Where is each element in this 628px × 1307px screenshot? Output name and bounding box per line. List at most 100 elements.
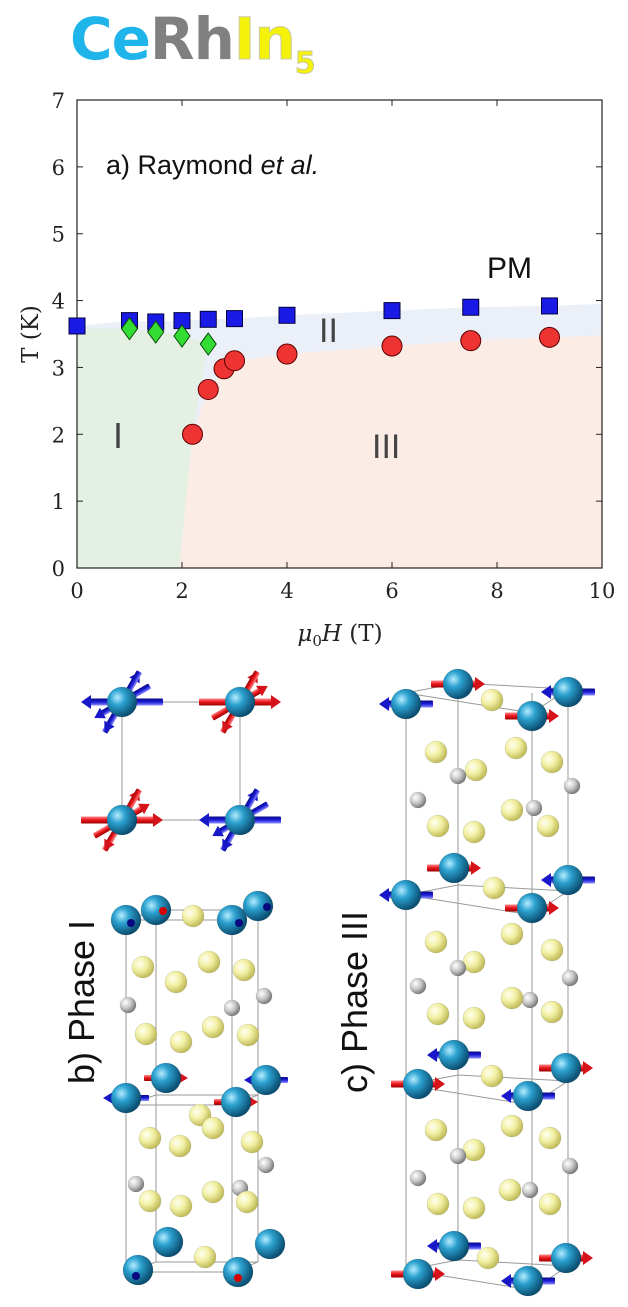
cerium-atom [140,894,172,926]
cerium-atom [110,904,142,936]
rhodium-atom [521,1181,539,1199]
indium-atom [540,1000,564,1024]
title-subscript: 5 [294,46,316,82]
cerium-atom [106,804,138,836]
data-point-diamond [120,316,139,341]
indium-atom [138,1189,162,1213]
indium-atom [131,955,155,979]
spin-tip [263,903,271,911]
indium-atom [540,938,564,962]
phase3-crystal-structure [379,668,595,1297]
data-point-circle [276,343,298,365]
indium-atom [236,1023,260,1047]
data-point-circle [224,350,245,372]
indium-atom [193,1245,217,1269]
indium-atom [201,1116,225,1140]
indium-atom [500,922,524,946]
cerium-atom [150,1062,182,1094]
phase1-crystal-structure [103,890,288,1288]
rhodium-atom [127,1175,145,1193]
data-point-square [541,297,558,315]
cerium-atom [550,1052,582,1084]
region-label-phase-3: III [372,428,400,466]
x-tick-label: 8 [490,579,503,603]
indium-atom [426,1192,450,1216]
axis-ticks: 0 2 4 6 8 10 0 1 2 3 4 5 6 7 [52,89,616,603]
indium-atom [424,930,448,954]
rhodium-atom [257,1156,275,1174]
indium-atom [426,1002,450,1026]
data-point-circle [539,326,560,348]
indium-atom [462,1196,486,1220]
data-point-circle [381,335,403,357]
cerium-atom [216,904,248,936]
phase1-inplane-structure [81,670,281,852]
cerium-atom [390,879,422,911]
cerium-atom [550,1242,582,1274]
rhodium-atom [563,777,581,795]
cerium-atom [224,686,256,718]
region-label-phase-1: I [113,415,123,456]
phase-regions [77,303,602,568]
y-tick-label: 6 [52,156,65,180]
region-phase-3 [179,335,602,568]
rhodium-atom [223,999,241,1017]
indium-atom [480,688,504,712]
indium-atom [232,958,256,982]
rhodium-atom [449,767,467,785]
data-point-diamond [173,324,191,348]
unit-cell-edge [457,1259,569,1267]
indium-atom [169,1194,193,1218]
region-phase-1 [77,328,209,568]
cerium-atom [402,1258,434,1290]
y-tick-label: 3 [52,356,65,380]
data-point-circle [460,330,482,352]
cerium-atom [250,1064,282,1096]
indium-atom [201,1015,225,1039]
indium-atom [540,750,564,774]
indium-atom [476,1246,500,1270]
cerium-atom [552,864,584,896]
rhodium-atom [449,1147,467,1165]
indium-atom [504,736,528,760]
cerium-atom [110,1082,142,1114]
cerium-atom [222,1256,254,1288]
indium-atom [181,904,205,928]
cerium-atom [220,1086,252,1118]
indium-atom [235,1190,259,1214]
data-point-circle [182,423,203,445]
rhodium-atom [255,987,273,1005]
indium-atom [201,1180,225,1204]
data-point-square [383,302,401,320]
indium-atom [424,740,448,764]
data-point-diamond [199,332,217,356]
data-point-square [68,317,86,335]
panel-a-label: a) Raymond et al. [106,150,319,180]
indium-atom [426,814,450,838]
rhodium-atom [409,1169,427,1187]
indium-atom [500,986,524,1010]
title-element-ce: Ce [70,5,151,73]
spin-tip [127,919,135,927]
indium-atom [169,1030,193,1054]
indium-atom [424,1118,448,1142]
region-label-phase-2: II [319,312,338,350]
indium-atom [538,1192,562,1216]
spin-tip [132,1272,140,1280]
rhodium-atom [409,791,427,809]
indium-atom [482,876,506,900]
cerium-atom [242,890,274,922]
indium-atom [536,814,560,838]
cerium-atom [512,1265,544,1297]
cerium-atom [152,1226,184,1258]
cerium-atom [390,688,422,720]
x-tick-label: 6 [385,579,398,603]
data-point-square [278,306,296,324]
x-tick-label: 2 [175,579,188,603]
indium-atom [462,820,486,844]
y-tick-label: 7 [52,89,65,113]
x-tick-label: 4 [280,579,293,603]
cerium-atom [442,668,474,700]
spin-tip [235,919,243,927]
spin-tip [159,907,167,915]
